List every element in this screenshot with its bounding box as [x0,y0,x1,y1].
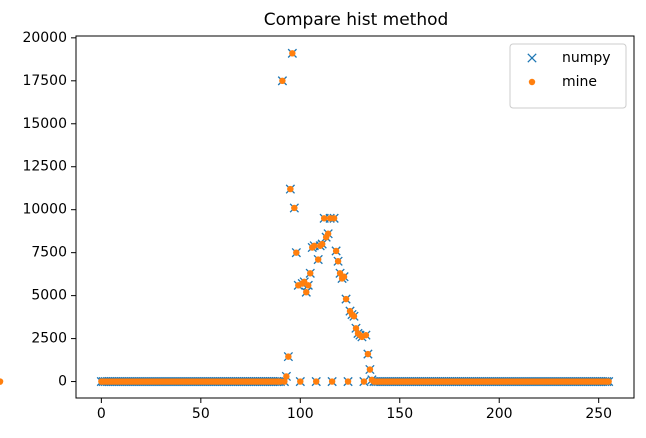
point [340,273,348,280]
series-1 [0,50,612,385]
y-tick-label: 0 [58,374,67,390]
point [318,240,326,248]
point [297,378,304,385]
x-tick-label: 150 [386,406,413,422]
y-tick-label: 17500 [22,73,67,89]
point [287,185,294,193]
x-tick-label: 50 [192,406,210,422]
point [320,215,328,222]
x-tick-label: 200 [486,406,513,422]
point [330,215,338,222]
point [366,366,374,373]
point [279,77,286,85]
x-tick-label: 250 [585,406,612,422]
point [291,204,298,212]
point [350,313,358,320]
point [360,378,368,385]
legend-marker [527,53,537,63]
point [605,378,612,385]
legend-frame [509,43,627,109]
legend-label: mine [562,74,597,90]
point [311,242,318,249]
point [0,378,4,385]
y-tick-label: 2500 [31,331,67,347]
y-tick-label: 20000 [22,30,67,46]
y-tick-label: 12500 [22,159,67,175]
y-tick-label: 7500 [31,245,67,261]
point [364,350,372,358]
y-tick-label: 10000 [22,202,67,218]
legend-marker [528,78,536,86]
point [334,258,342,265]
point [328,378,336,385]
point [289,50,296,57]
point [362,331,370,339]
legend-label: numpy [562,50,611,66]
y-tick-label: 15000 [22,116,67,132]
point [344,378,352,385]
point [305,282,312,289]
chart-title: Compare hist method [264,10,449,30]
legend: numpy mine [509,43,627,109]
point [283,373,290,380]
point [303,288,310,296]
point [324,230,332,237]
point [342,295,350,303]
point [313,378,320,385]
axes-frame [75,35,635,399]
point [285,353,292,360]
marker-shape [527,53,537,63]
point [307,270,314,277]
point [332,247,340,255]
point [352,325,360,332]
point [314,256,322,263]
x-tick-label: 0 [97,406,106,422]
point [293,249,300,256]
x-tick-label: 100 [287,406,314,422]
y-tick-label: 5000 [31,288,67,304]
point [281,378,288,385]
